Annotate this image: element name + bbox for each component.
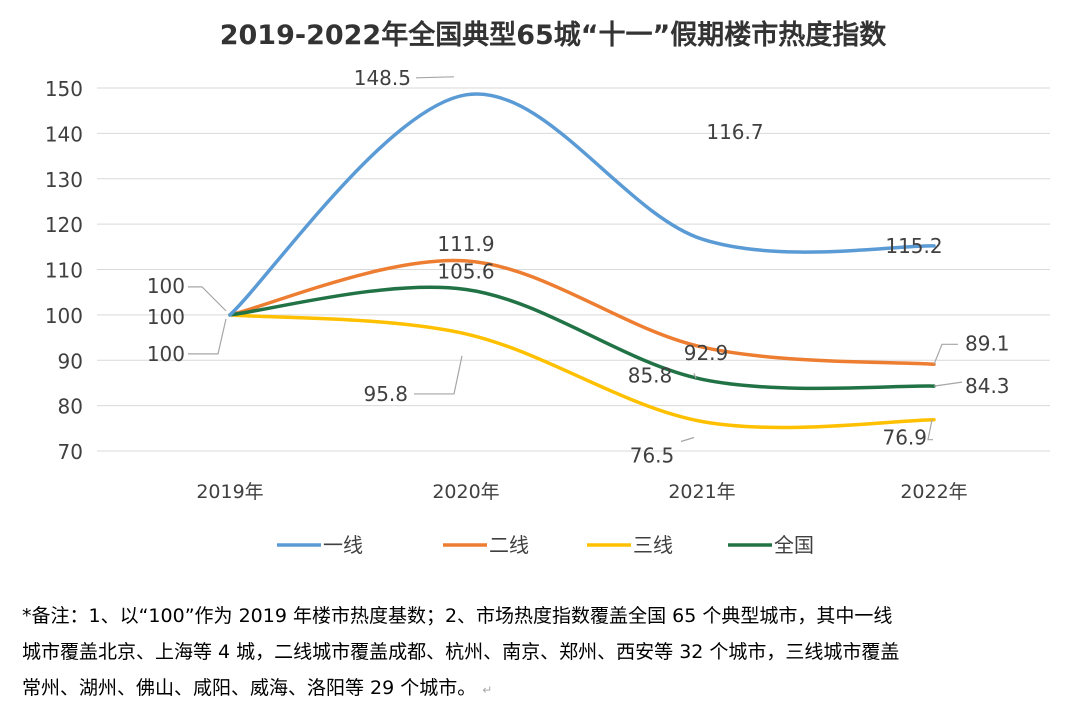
footnote-text: 常州、湖州、佛山、咸阳、威海、洛阳等 29 个城市。 [22,677,477,699]
y-tick-label: 70 [58,440,83,464]
leader-line [188,318,227,355]
chart-title: 2019-2022年全国典型65城“十一”假期楼市热度指数 [220,19,888,51]
y-tick-label: 90 [58,349,83,373]
data-label: 105.6 [437,259,494,283]
leader-line [415,76,455,79]
leader-line [933,381,963,387]
leader-line [693,373,697,379]
footnote-line: 城市覆盖北京、上海等 4 城，二线城市覆盖成都、杭州、南京、郑州、西安等 32 … [22,641,900,663]
data-label: 76.5 [630,444,675,468]
data-label: 100 [147,274,185,298]
y-tick-label: 80 [58,395,83,419]
data-label: 115.2 [885,234,942,258]
x-tick-label: 2019年 [196,481,263,503]
data-label: 85.8 [628,363,673,387]
leader-line [188,286,227,312]
data-label: 100 [147,305,185,329]
x-tick-label: 2021年 [668,481,735,503]
x-tick-label: 2022年 [900,481,967,503]
data-label: 76.9 [882,426,927,450]
y-tick-label: 100 [45,304,83,328]
data-label: 95.8 [363,382,408,406]
line-chart: 2019-2022年全国典型65城“十一”假期楼市热度指数 70 80 90 100 1… [45,19,1050,557]
leader-line [927,419,933,441]
leader-line [414,355,463,395]
series-line-三线 [228,313,936,430]
y-tick-label: 130 [45,168,83,192]
x-tick-label: 2020年 [432,481,499,503]
y-tick-label: 140 [45,122,83,146]
legend-label: 一线 [323,533,363,557]
leader-line [680,436,695,443]
footnote-line: *备注：1、以“100”作为 2019 年楼市热度基数；2、市场热度指数覆盖全国… [22,605,893,627]
data-label: 100 [147,342,185,366]
series-line-一线 [228,92,936,317]
footnote: *备注：1、以“100”作为 2019 年楼市热度基数；2、市场热度指数覆盖全国… [22,598,1067,708]
y-tick-label: 110 [45,259,83,283]
series-line-二线 [228,258,936,367]
data-label: 111.9 [437,232,494,256]
data-label: 89.1 [965,331,1010,355]
leader-line [933,343,958,365]
series-line-全国 [228,285,936,391]
return-mark: ↵ [482,683,493,697]
data-label: 92.9 [684,341,729,365]
legend-label: 三线 [633,533,673,557]
y-tick-label: 120 [45,213,83,237]
legend-label: 全国 [774,533,814,557]
data-label: 116.7 [706,120,763,144]
data-label: 84.3 [965,374,1010,398]
data-label: 148.5 [354,66,411,90]
footnote-line: 常州、湖州、佛山、咸阳、威海、洛阳等 29 个城市。 ↵ [22,670,1067,708]
legend-label: 二线 [489,533,529,557]
y-tick-label: 150 [45,77,83,101]
